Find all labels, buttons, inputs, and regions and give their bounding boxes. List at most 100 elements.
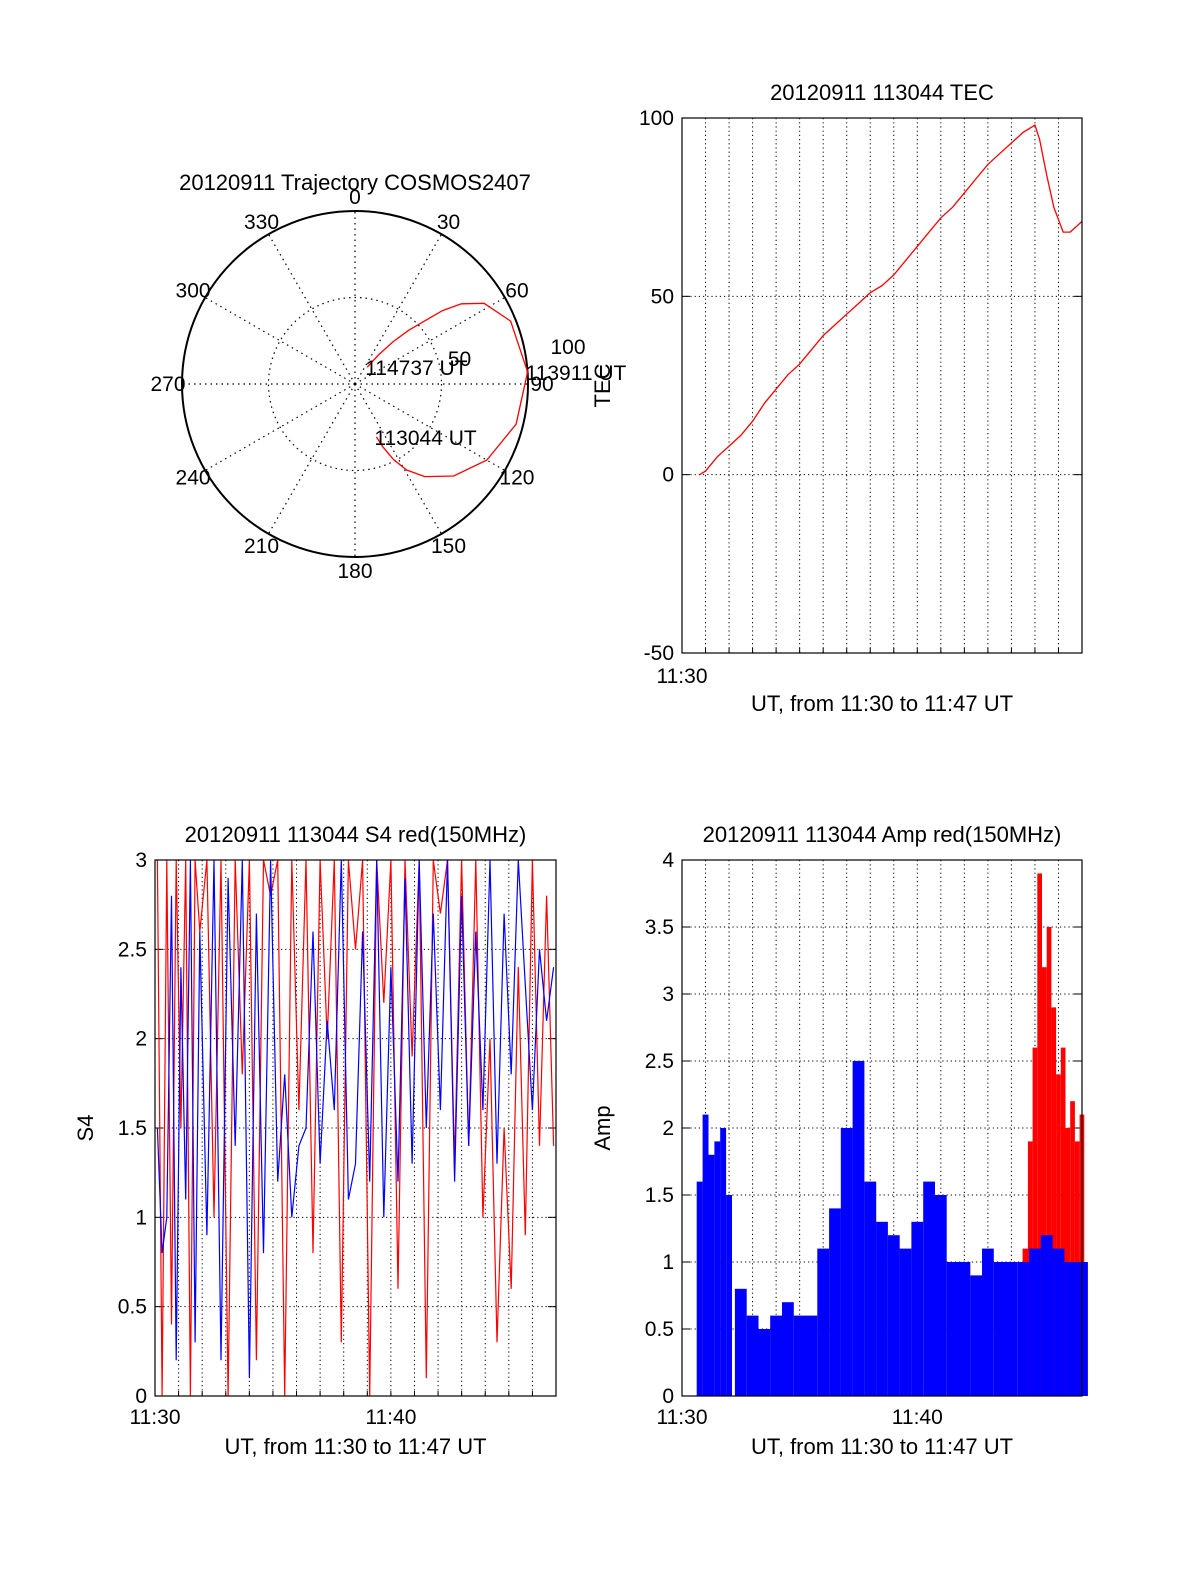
- s4-xtick-label: 11:30: [130, 1406, 181, 1429]
- s4-title: 20120911 113044 S4 red(150MHz): [185, 822, 527, 847]
- polar-azimuth-label: 330: [244, 211, 279, 234]
- tec-series-line: [699, 124, 1083, 476]
- amp-bar-blue: [982, 1248, 994, 1396]
- amp-bar-blue: [1005, 1262, 1018, 1396]
- amp-bar-blue: [702, 1114, 709, 1396]
- amp-bar-blue: [726, 1195, 732, 1396]
- polar-time-annotation: 114737 UT: [365, 357, 468, 380]
- s4-ytick-label: 0: [135, 1385, 147, 1408]
- amp-bar-red: [1042, 967, 1047, 1396]
- s4-frame: [154, 859, 557, 1397]
- polar-azimuth-label: 60: [505, 280, 528, 303]
- tec-ytick-label: -50: [644, 642, 674, 665]
- amp-bar-blue: [734, 1288, 747, 1396]
- s4-ytick-label: 1.5: [118, 1117, 147, 1140]
- polar-spoke: [354, 233, 443, 385]
- amp-bar-blue: [720, 1128, 727, 1396]
- amp-bar-blue: [958, 1262, 971, 1396]
- amp-bar-blue: [829, 1208, 841, 1396]
- amp-ytick-label: 1.5: [645, 1184, 674, 1207]
- amp-ytick-label: 0.5: [645, 1318, 674, 1341]
- amp-bar-blue: [887, 1235, 900, 1396]
- s4-series-line-blue: [156, 859, 555, 1379]
- amp-bar-red: [1070, 1101, 1075, 1396]
- polar-spoke: [204, 296, 356, 385]
- s4-ytick-label: 2.5: [118, 938, 147, 961]
- amp-bar-red: [1032, 1047, 1038, 1396]
- amp-bar-red: [1037, 873, 1042, 1396]
- polar-spoke: [267, 233, 356, 385]
- polar-trajectory-line: [366, 302, 529, 478]
- s4-ytick-label: 3: [135, 849, 147, 872]
- polar-radial-label: 100: [550, 336, 585, 359]
- amp-bar-blue: [1017, 1262, 1030, 1396]
- polar-azimuth-label: 120: [499, 467, 534, 490]
- s4-ytick-label: 1: [135, 1206, 147, 1229]
- polar-spoke: [354, 383, 443, 535]
- s4-ylabel: S4: [73, 1115, 98, 1142]
- tec-ytick-label: 0: [662, 464, 674, 487]
- amp-bar-red: [1056, 1074, 1061, 1396]
- polar-azimuth-label: 150: [431, 535, 466, 558]
- amp-bar-blue: [852, 1061, 865, 1396]
- amp-bar-red: [1051, 1007, 1057, 1396]
- polar-radial-label: 50: [448, 348, 471, 371]
- tec-title: 20120911 113044 TEC: [770, 80, 994, 105]
- amp-bar-red: [1060, 1047, 1066, 1396]
- s4-series-line-red: [156, 859, 555, 1397]
- amp-bar-blue: [708, 1154, 715, 1396]
- amp-bar-blue: [970, 1275, 982, 1396]
- amp-bar-blue: [1040, 1235, 1053, 1396]
- s4-xtick-label: 11:40: [365, 1406, 416, 1429]
- amp-bar-blue: [899, 1248, 912, 1396]
- polar-azimuth-label: 240: [176, 467, 211, 490]
- amp-bar-blue: [746, 1315, 759, 1396]
- amp-bar-blue: [923, 1181, 935, 1396]
- amp-ytick-label: 0: [662, 1385, 674, 1408]
- amp-bar-blue: [934, 1195, 947, 1396]
- s4-ytick-label: 0.5: [118, 1296, 147, 1319]
- polar-title: 20120911 Trajectory COSMOS2407: [179, 170, 531, 195]
- amp-bar-blue: [782, 1302, 794, 1396]
- tec-xtick-label: 11:30: [657, 665, 708, 688]
- amp-ytick-label: 4: [662, 849, 674, 872]
- polar-spoke: [267, 383, 356, 535]
- s4-ytick-label: 2: [135, 1028, 147, 1051]
- tec-frame: [681, 117, 1083, 654]
- polar-time-annotation: 113911 UT: [526, 362, 627, 385]
- amp-bar-blue: [840, 1128, 853, 1396]
- polar-grid-circle: [267, 296, 443, 472]
- amp-bar-blue: [770, 1315, 782, 1396]
- polar-outer-circle: [181, 210, 529, 558]
- polar-azimuth-label: 270: [150, 373, 185, 396]
- amp-bar-blue: [696, 1181, 703, 1396]
- amp-xtick-label: 11:30: [657, 1406, 708, 1429]
- amp-bar-red: [1046, 927, 1052, 1396]
- amp-bar-blue: [1029, 1248, 1041, 1396]
- tec-ytick-label: 100: [639, 107, 674, 130]
- amp-ytick-label: 2: [662, 1117, 674, 1140]
- amp-bar-blue: [876, 1221, 888, 1396]
- polar-azimuth-label: 90: [530, 373, 553, 396]
- amp-bar-blue: [946, 1262, 959, 1396]
- tec-xlabel: UT, from 11:30 to 11:47 UT: [751, 691, 1013, 716]
- polar-azimuth-label: 30: [437, 211, 460, 234]
- amp-bar-blue: [864, 1181, 877, 1396]
- polar-spoke: [204, 383, 356, 472]
- amp-title: 20120911 113044 Amp red(150MHz): [703, 822, 1062, 847]
- amp-frame: [681, 859, 1083, 1397]
- polar-azimuth-label: 180: [337, 560, 372, 583]
- amp-bar-blue: [1052, 1248, 1065, 1396]
- amp-bar-blue: [805, 1315, 818, 1396]
- amp-bar-blue: [993, 1262, 1006, 1396]
- amp-bar-blue: [793, 1315, 806, 1396]
- polar-spoke: [354, 296, 506, 385]
- amp-ytick-label: 3.5: [645, 916, 674, 939]
- amp-ytick-label: 2.5: [645, 1050, 674, 1073]
- amp-bar-blue: [714, 1141, 721, 1396]
- polar-azimuth-label: 210: [244, 535, 279, 558]
- amp-bar-blue: [1064, 1262, 1077, 1396]
- polar-time-annotation: 113044 UT: [374, 427, 477, 450]
- amp-xlabel: UT, from 11:30 to 11:47 UT: [751, 1434, 1013, 1459]
- polar-azimuth-label: 0: [349, 186, 361, 209]
